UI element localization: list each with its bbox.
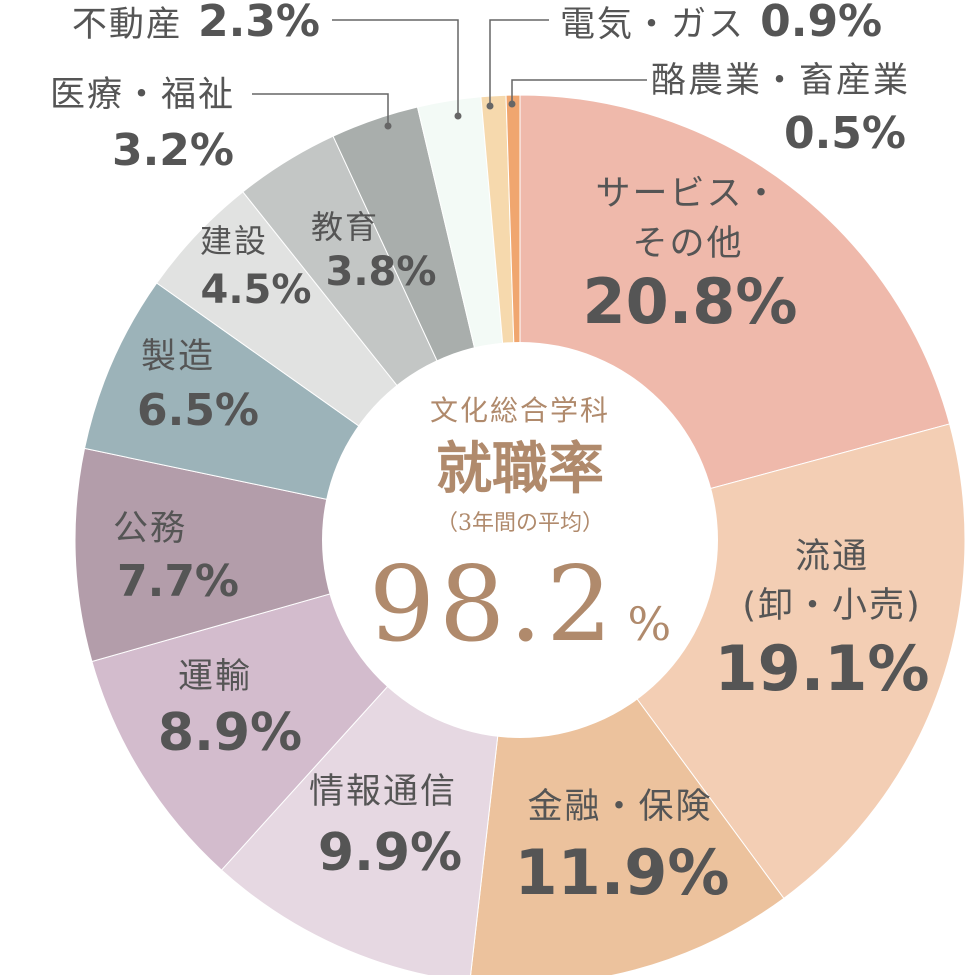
slice-labels: サービス・ その他 20.8% 流通 (卸・小売) 19.1% 金融・保険 11… [50,0,930,909]
slice-label-denki: 電気・ガス [560,5,745,45]
slice-value-kinyu: 11.9% [514,836,729,909]
leader-line-iryo [252,93,389,126]
slice-label-iryo: 医療・福祉 [50,75,235,115]
leader-line-rakuno [511,79,647,104]
leader-dot-fudosan [454,112,462,120]
slice-label-joho: 情報通信 [309,772,457,812]
slice-value-seizo: 6.5% [137,385,259,436]
donut-center: 文化総合学科 就職率 （3年間の平均） 98.2 % [322,342,718,738]
center-title: 就職率 [436,436,604,502]
donut-hole [322,342,718,738]
center-value-row: 98.2 % [369,543,671,665]
slice-label-rakuno: 酪農業・畜産業 [651,61,910,101]
center-unit: % [627,597,671,651]
leader-dot-denki [486,102,494,110]
slice-value-joho: 9.9% [318,823,462,883]
slice-value-rakuno: 0.5% [784,108,906,159]
leader-dot-rakuno [508,100,516,108]
slice-value-fudosan: 2.3% [198,0,320,47]
slice-label-kyoiku: 教育 [311,208,379,246]
slice-value-komu: 7.7% [117,556,239,607]
leader-lines [252,19,647,130]
leader-dot-iryo [384,122,392,130]
center-value: 98.2 [369,543,617,665]
slice-label-ryutsu-line2: (卸・小売) [742,586,921,626]
slice-label-kensetsu: 建設 [200,222,268,260]
slice-value-unyu: 8.9% [158,703,302,763]
slice-label-seizo: 製造 [141,337,215,377]
slice-label-denki-row: 電気・ガス 0.9% [560,0,882,47]
slice-label-service-line2: その他 [632,224,743,264]
slice-value-kensetsu: 4.5% [201,267,312,313]
slice-label-fudosan: 不動産 [72,5,183,45]
center-note: （3年間の平均） [436,511,604,536]
leader-line-fudosan [332,19,459,116]
slice-value-ryutsu: 19.1% [714,632,929,705]
leader-line-denki [489,19,549,106]
center-subtitle: 文化総合学科 [430,394,610,427]
slice-label-komu: 公務 [113,509,187,549]
slice-label-service-line1: サービス・ [595,174,780,214]
slice-value-iryo: 3.2% [112,125,234,176]
slice-label-unyu: 運輸 [178,657,252,697]
pie-slice-5 [74,447,521,663]
slice-label-fudosan-row: 不動産 2.3% [72,0,320,47]
slice-value-kyoiku: 3.8% [326,249,437,295]
slice-value-denki: 0.9% [760,0,882,47]
slice-label-kinyu: 金融・保険 [527,787,712,827]
slice-value-service: 20.8% [582,265,797,338]
slice-label-ryutsu-line1: 流通 [795,537,869,577]
